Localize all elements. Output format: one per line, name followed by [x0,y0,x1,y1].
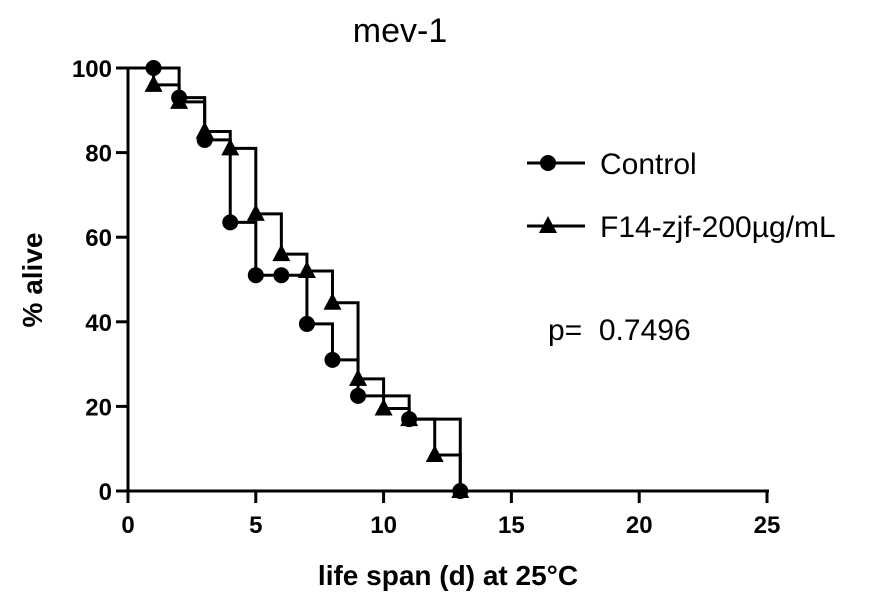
legend-marker-treatment [539,216,557,233]
legend-marker-control [540,155,556,171]
data-point-control [298,315,315,332]
data-point-treatment [425,445,444,463]
chart-title: mev-1 [353,12,447,50]
data-point-treatment [400,409,419,427]
y-tick-label: 40 [85,310,112,337]
p-value-annotation: p= 0.7496 [548,314,691,347]
data-point-control [222,214,239,231]
series-control [128,60,469,499]
y-tick-label: 60 [85,225,112,252]
data-point-control [273,267,290,284]
y-tick-label: 20 [85,394,112,421]
y-tick-label: 0 [99,479,112,506]
legend-label-control: Control [600,148,697,181]
data-point-control [324,351,341,368]
legend-item-treatment: F14-zjf-200µg/mL [527,211,836,244]
data-point-treatment [246,203,265,221]
y-axis-label: % alive [17,233,48,328]
x-tick-label: 0 [121,512,134,539]
survival-step-line [128,66,462,491]
y-tick-label: 80 [85,141,112,168]
axes: 0 5 10 15 20 25 0 20 40 60 80 100 [72,56,780,539]
y-tick-label: 100 [72,56,112,83]
x-tick-label: 10 [370,512,397,539]
x-tick-label: 20 [626,512,653,539]
x-tick-label: 25 [754,512,781,539]
series-treatment [128,66,470,498]
data-point-control [350,387,367,404]
data-point-treatment [144,74,163,92]
x-axis-label: life span (d) at 25°C [318,560,578,591]
data-point-treatment [221,138,240,156]
data-point-treatment [195,121,214,139]
legend: Control F14-zjf-200µg/mL [527,148,836,244]
survival-curves [128,60,470,499]
data-point-control [247,267,264,284]
data-point-treatment [323,292,342,310]
data-point-treatment [170,91,189,109]
survival-step-line [128,66,462,491]
data-point-treatment [297,261,316,279]
data-point-treatment [272,244,291,262]
x-tick-label: 15 [498,512,525,539]
data-point-treatment [349,368,368,386]
x-tick-label: 5 [249,512,262,539]
legend-label-treatment: F14-zjf-200µg/mL [600,211,836,244]
legend-item-control: Control [527,148,697,181]
data-point-treatment [374,398,393,416]
